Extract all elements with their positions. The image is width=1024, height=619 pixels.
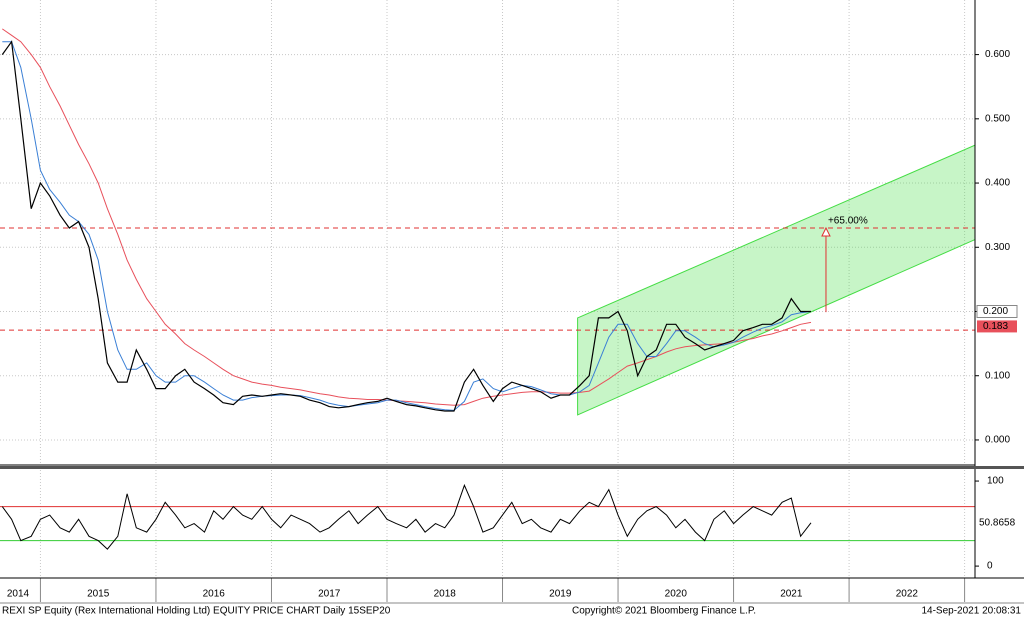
series-line — [2, 41, 812, 411]
panel-separator — [0, 466, 1024, 469]
arrow-head — [821, 226, 831, 237]
y-tick-label: 0 — [987, 561, 993, 572]
y-tick-label: 0.300 — [985, 242, 1010, 253]
x-tick-label: 2016 — [203, 589, 226, 600]
value-marker-label: 0.183 — [983, 321, 1008, 332]
x-tick-label: 2017 — [318, 589, 341, 600]
x-tick-label: 2018 — [434, 589, 457, 600]
y-tick-label: 0.100 — [985, 370, 1010, 381]
value-marker-label: 0.200 — [983, 306, 1008, 317]
series-line — [1, 40, 811, 412]
annotation-label: +65.00% — [828, 216, 868, 227]
footer-right: 14-Sep-2021 20:08:31 — [921, 606, 1021, 617]
y-tick-label: 0.500 — [985, 113, 1010, 124]
x-tick-label: 2014 — [7, 589, 30, 600]
rsi-line — [1, 483, 812, 550]
x-tick-label: 2015 — [87, 589, 110, 600]
y-tick-label: 0.600 — [985, 49, 1010, 60]
x-tick-label: 2021 — [780, 589, 803, 600]
rsi-value-label: 50.8658 — [979, 517, 1016, 528]
series-line — [2, 28, 812, 406]
y-tick-label: 0.400 — [985, 178, 1010, 189]
y-tick-label: 100 — [987, 476, 1004, 487]
value-box — [977, 515, 1024, 530]
x-tick-label: 2020 — [665, 589, 688, 600]
value-marker — [976, 304, 1018, 318]
value-marker — [977, 320, 1017, 333]
x-tick-label: 2022 — [896, 589, 919, 600]
footer-center: Copyright© 2021 Bloomberg Finance L.P. — [572, 606, 756, 617]
footer-left: REXI SP Equity (Rex International Holdin… — [2, 606, 391, 617]
y-tick-label: 0.000 — [985, 435, 1010, 446]
x-tick-label: 2019 — [549, 589, 572, 600]
